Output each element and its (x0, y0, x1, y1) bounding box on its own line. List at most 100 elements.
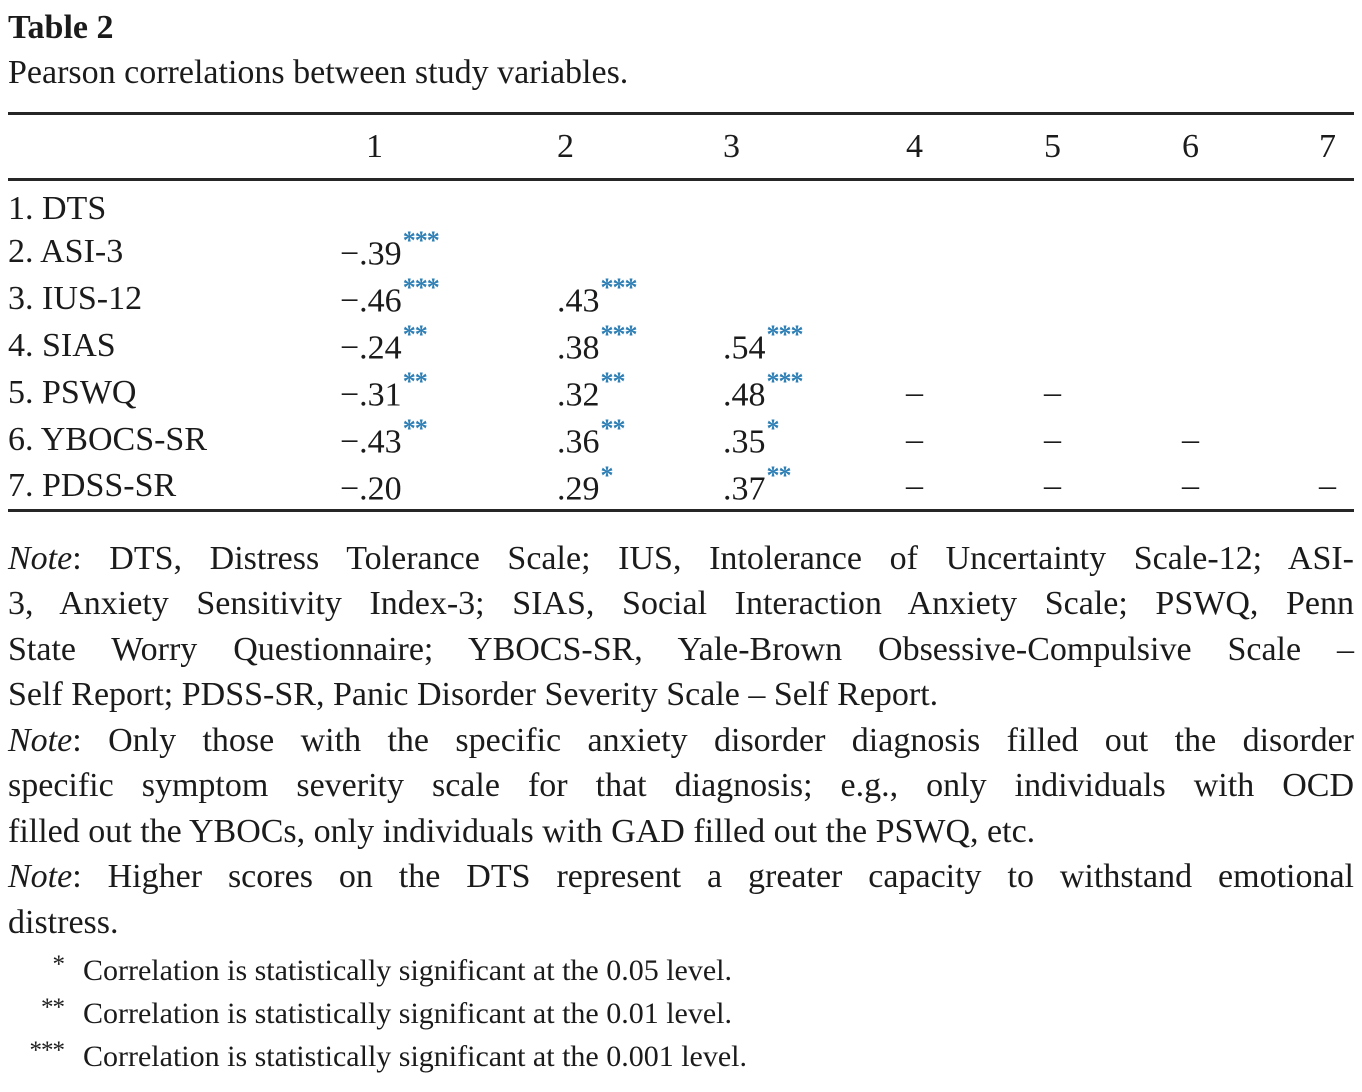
notes-section: Note: DTS, Distress Tolerance Scale; IUS… (8, 536, 1354, 946)
correlation-value: .36 (557, 423, 600, 461)
correlation-cell: −.31** (340, 367, 557, 416)
correlation-value: – (906, 420, 923, 458)
correlation-value: – (1319, 466, 1336, 504)
row-label: 7. PDSS-SR (8, 466, 177, 504)
correlation-cell: – (1044, 369, 1182, 416)
correlation-value: −.31 (340, 376, 402, 414)
correlation-cell (1319, 369, 1354, 416)
significance-stars: ** (402, 367, 428, 397)
row-label: 5. PSWQ (8, 373, 137, 411)
correlation-cell: – (1182, 416, 1319, 463)
footnote-marker: * (52, 951, 66, 978)
correlation-cell (1044, 275, 1182, 322)
note-line: Note: Only those with the specific anxie… (8, 718, 1354, 764)
correlation-cell (1182, 275, 1319, 322)
significance-stars: ** (402, 414, 428, 444)
significance-stars: * (766, 414, 780, 444)
significance-stars: ** (600, 367, 626, 397)
note-label: Note (8, 858, 73, 895)
correlation-cell: .32** (557, 367, 723, 416)
correlation-value: −.39 (340, 235, 402, 273)
header-empty (8, 113, 340, 181)
note-line: specific symptom severity scale for that… (8, 767, 1354, 804)
footnote-001: ** Correlation is statistically signific… (8, 992, 1354, 1035)
note-label: Note (8, 721, 73, 759)
correlation-value: .38 (557, 329, 600, 367)
significance-stars: *** (600, 273, 638, 303)
note-dts-scoring: Note: Higher scores on the DTS represent… (8, 854, 1354, 945)
correlation-cell: .38*** (557, 320, 723, 369)
correlation-cell (1319, 275, 1354, 322)
correlation-cell: – (906, 463, 1044, 510)
note-text: : Only those with the specific anxiety d… (72, 721, 1354, 759)
column-header-2: 2 (557, 113, 723, 181)
significance-stars: ** (402, 320, 428, 350)
row-label: 2. ASI-3 (8, 232, 124, 270)
correlation-cell: .35* (723, 414, 906, 463)
correlation-cell (340, 180, 557, 229)
column-header-1: 1 (340, 113, 557, 181)
table-row: 7. PDSS-SR −.20 .29* .37** – – – – (8, 460, 1354, 510)
row-label: 4. SIAS (8, 326, 116, 364)
footnote-text: Correlation is statistically significant… (83, 954, 733, 987)
correlation-cell (1319, 416, 1354, 463)
note-text: : Higher scores on the DTS represent a g… (72, 858, 1354, 895)
correlation-cell: −.43** (340, 414, 557, 463)
note-line: Note: Higher scores on the DTS represent… (8, 854, 1354, 900)
significance-stars: *** (600, 320, 638, 350)
note-line: distress. (8, 903, 119, 941)
footnote-marker: *** (29, 1037, 66, 1064)
table-row: 2. ASI-3 −.39*** (8, 226, 1354, 275)
significance-stars: ** (766, 460, 792, 490)
correlation-value: .29 (557, 469, 600, 507)
table-row: 1. DTS (8, 180, 1354, 229)
correlation-cell (723, 180, 906, 229)
note-abbreviations: Note: DTS, Distress Tolerance Scale; IUS… (8, 536, 1354, 718)
note-text: : DTS, Distress Tolerance Scale; IUS, In… (72, 539, 1354, 577)
note-line: State Worry Questionnaire; YBOCS-SR, Yal… (8, 630, 1354, 668)
correlation-cell: – (906, 416, 1044, 463)
row-label: 6. YBOCS-SR (8, 420, 208, 458)
correlation-cell (1182, 228, 1319, 275)
correlation-cell: – (1044, 416, 1182, 463)
significance-stars: *** (766, 320, 804, 350)
page-title: Table 2 (8, 9, 114, 46)
footnote-text: Correlation is statistically significant… (83, 1040, 748, 1073)
correlation-cell (906, 228, 1044, 275)
header-row: 1 2 3 4 5 6 7 (8, 113, 1354, 181)
row-label: 3. IUS-12 (8, 279, 143, 317)
correlation-cell (1319, 228, 1354, 275)
correlation-cell: .43*** (557, 273, 723, 322)
footnote-text: Correlation is statistically significant… (83, 997, 733, 1030)
correlation-cell (906, 180, 1044, 229)
note-label: Note (8, 539, 73, 577)
table-row: 6. YBOCS-SR −.43** .36 ** .35* – – – (8, 414, 1354, 463)
correlation-value: .37 (723, 469, 766, 507)
column-header-6: 6 (1182, 113, 1319, 181)
correlation-value: −.20 (340, 469, 402, 507)
correlation-cell: −.46*** (340, 273, 557, 322)
column-header-4: 4 (906, 113, 1044, 181)
correlation-cell: −.24** (340, 320, 557, 369)
footnote-marker: ** (41, 994, 65, 1021)
correlation-cell (1044, 180, 1182, 229)
correlation-value: – (906, 466, 923, 504)
correlation-cell (1182, 369, 1319, 416)
correlation-value: – (1044, 420, 1061, 458)
correlation-cell: −.39*** (340, 226, 557, 275)
correlation-value: −.24 (340, 329, 402, 367)
significance-stars: *** (402, 226, 440, 256)
table-row: 3. IUS-12 −.46*** .43*** (8, 273, 1354, 322)
correlation-cell: – (906, 369, 1044, 416)
correlation-value: −.43 (340, 423, 402, 461)
correlation-cell (1044, 322, 1182, 369)
significance-footnotes: * Correlation is statistically significa… (8, 949, 1354, 1078)
note-line: 3, Anxiety Sensitivity Index-3; SIAS, So… (8, 585, 1354, 622)
note-severity-scales: Note: Only those with the specific anxie… (8, 718, 1354, 855)
correlation-cell (723, 228, 906, 275)
significance-stars: *** (766, 367, 804, 397)
correlation-cell (1319, 322, 1354, 369)
correlation-table: 1 2 3 4 5 6 7 1. DTS 2. ASI-3 −.39*** (8, 112, 1354, 512)
correlation-value: – (1182, 420, 1199, 458)
correlation-value: .35 (723, 423, 766, 461)
